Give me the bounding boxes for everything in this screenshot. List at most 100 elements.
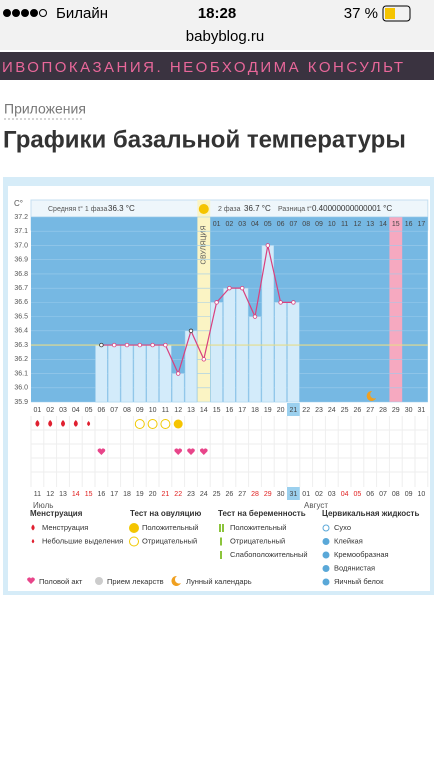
legend-item: Небольшие выделения	[42, 536, 123, 545]
bar	[95, 344, 108, 403]
bar	[120, 344, 134, 403]
phase1-value: 36.3 °C	[108, 204, 135, 213]
phase2-label: 2 фаза	[218, 206, 241, 213]
phase1-label: Средняя t° 1 фаза	[48, 205, 107, 213]
phase2-day: 03	[238, 221, 246, 228]
bar	[184, 330, 198, 403]
temp-point	[201, 357, 206, 362]
page-title: Графики базальной температуры	[3, 126, 406, 153]
temp-point	[278, 300, 283, 305]
signal-dot	[21, 9, 29, 17]
calendar-day: 27	[238, 491, 246, 498]
cycle-day: 18	[251, 407, 259, 414]
temp-point	[291, 300, 296, 305]
banner-bg	[0, 52, 434, 80]
phase2-day: 10	[328, 221, 336, 228]
y-tick-label: 37.2	[14, 214, 28, 221]
calendar-day: 08	[392, 491, 400, 498]
phase2-day: 13	[366, 221, 374, 228]
temp-point	[227, 285, 232, 291]
phase2-day: 01	[213, 221, 221, 228]
cycle-day: 27	[366, 407, 374, 414]
cycle-day: 24	[328, 407, 336, 414]
legend-bottom: Половой акт	[39, 577, 83, 586]
cycle-day: 22	[302, 407, 310, 414]
y-tick-label: 36.8	[14, 271, 28, 278]
legend-item: Кремообразная	[334, 550, 389, 559]
ov-test-neg	[147, 419, 158, 429]
legend-title: Тест на овуляцию	[130, 509, 201, 518]
legend-drop	[31, 524, 35, 531]
signal-dot	[12, 9, 20, 17]
calendar-day: 15	[85, 491, 93, 498]
time: 18:28	[198, 5, 236, 22]
month: Август	[304, 501, 328, 510]
today-cell	[287, 403, 300, 416]
cycle-day: 07	[110, 407, 118, 414]
legend-item: Положительный	[230, 523, 286, 532]
legend-title: Тест на беременность	[218, 509, 306, 518]
calendar-day: 25	[213, 491, 221, 498]
menstruation-drop	[35, 420, 40, 427]
phase2-day: 09	[315, 221, 323, 228]
phase2-day: 16	[405, 221, 413, 228]
calendar-day: 11	[34, 491, 41, 498]
temp-point	[239, 285, 245, 291]
phase2-day: 02	[226, 221, 234, 228]
legend-item: Отрицательный	[142, 536, 197, 545]
calendar-day: 16	[98, 491, 106, 498]
cycle-day: 17	[238, 407, 246, 414]
phase2-day: 07	[290, 221, 298, 228]
cycle-day: 04	[72, 407, 80, 414]
cycle-day: 30	[405, 407, 413, 414]
menstruation-drop	[87, 421, 91, 427]
cycle-day: 11	[162, 407, 169, 414]
battery-level	[385, 8, 395, 19]
y-tick-label: 36.5	[14, 313, 28, 320]
cycle-day: 03	[59, 407, 67, 414]
calendar-day: 28	[251, 491, 259, 498]
heart	[174, 448, 182, 455]
legend-fluid	[322, 565, 330, 572]
calendar-day: 31	[290, 491, 298, 498]
y-tick-label: 36.7	[14, 285, 28, 292]
y-tick-label: 36.2	[14, 356, 28, 363]
legend-item: Яичный белок	[334, 577, 384, 586]
y-tick-label: 36.0	[14, 385, 28, 392]
signal-dot	[30, 9, 38, 17]
month: Июль	[33, 501, 53, 510]
battery-text: 37 %	[344, 5, 378, 22]
calendar-day: 12	[46, 491, 54, 498]
bar	[248, 316, 262, 403]
legend-title: Менструация	[30, 509, 83, 518]
temp-point	[137, 342, 142, 348]
menstruation-drop	[61, 420, 65, 427]
heart	[200, 448, 208, 455]
phase2-day: 11	[341, 221, 348, 228]
y-tick-label: 35.9	[14, 399, 28, 406]
bar	[210, 302, 223, 403]
legend-item: Положительный	[142, 523, 198, 532]
banner: ИВОПОКАЗАНИЯ. НЕОБХОДИМА КОНСУЛЬТ	[2, 59, 406, 76]
phase2-day: 05	[264, 221, 272, 228]
legend-strip	[219, 524, 224, 532]
legend-item: Слабоположительный	[230, 550, 308, 559]
temp-point	[124, 342, 130, 348]
calendar-day: 06	[366, 491, 374, 498]
calendar-day: 03	[328, 491, 336, 498]
calendar-day: 04	[341, 491, 349, 498]
temp-point	[150, 342, 155, 348]
bar	[108, 344, 121, 403]
calendar-day: 21	[162, 491, 170, 498]
menstruation-drop	[73, 420, 78, 427]
temp-point	[111, 342, 117, 348]
cycle-day: 13	[187, 407, 195, 414]
legend-drop	[31, 539, 35, 544]
temp-point	[163, 342, 168, 348]
ov-test-neg	[134, 419, 145, 429]
legend-fluid	[322, 578, 330, 586]
cycle-day: 05	[85, 407, 93, 414]
carrier: Билайн	[56, 5, 108, 22]
